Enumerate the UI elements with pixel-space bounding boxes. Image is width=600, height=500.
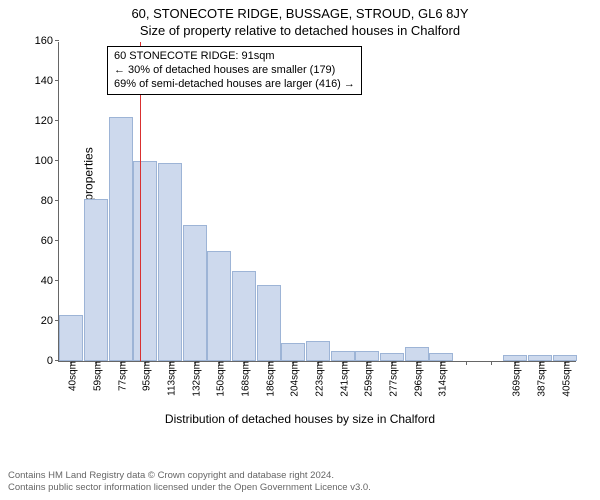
x-tick-label: 296sqm [409, 361, 424, 397]
x-tick-label: 77sqm [113, 361, 128, 391]
histogram-bar [306, 341, 330, 361]
histogram-bar [429, 353, 453, 361]
x-tick-label: 132sqm [187, 361, 202, 397]
histogram-bar [109, 117, 133, 361]
y-tick-mark [55, 80, 59, 81]
x-tick-label: 314sqm [434, 361, 449, 397]
histogram-bar [84, 199, 108, 361]
x-tick-label: 204sqm [286, 361, 301, 397]
histogram-bar [133, 161, 157, 361]
y-tick-label: 60 [41, 235, 59, 247]
y-tick-label: 120 [35, 115, 59, 127]
y-tick-mark [55, 240, 59, 241]
plot-area: 02040608010012014016040sqm59sqm77sqm95sq… [58, 42, 576, 362]
x-tick-label: 168sqm [237, 361, 252, 397]
histogram-bar [405, 347, 429, 361]
x-tick-label: 241sqm [335, 361, 350, 397]
chart-container: Number of detached properties 0204060801… [0, 40, 600, 420]
y-tick-label: 100 [35, 155, 59, 167]
annotation-line-1: 60 STONECOTE RIDGE: 91sqm [114, 50, 355, 64]
x-tick-label: 59sqm [89, 361, 104, 391]
page-title-sub: Size of property relative to detached ho… [0, 21, 600, 38]
y-tick-label: 160 [35, 35, 59, 47]
x-tick-mark [466, 361, 467, 365]
y-tick-label: 40 [41, 275, 59, 287]
x-tick-label: 277sqm [385, 361, 400, 397]
y-tick-mark [55, 200, 59, 201]
histogram-bar [207, 251, 231, 361]
histogram-bar [331, 351, 355, 361]
page-title-main: 60, STONECOTE RIDGE, BUSSAGE, STROUD, GL… [0, 0, 600, 21]
x-tick-label: 113sqm [163, 361, 178, 396]
histogram-bar [257, 285, 281, 361]
footer-line-1: Contains HM Land Registry data © Crown c… [8, 470, 371, 482]
y-tick-label: 0 [47, 355, 59, 367]
histogram-bar [158, 163, 182, 361]
x-tick-mark [491, 361, 492, 365]
y-tick-label: 20 [41, 315, 59, 327]
y-tick-label: 140 [35, 75, 59, 87]
histogram-bar [232, 271, 256, 361]
x-axis-label: Distribution of detached houses by size … [0, 412, 600, 426]
histogram-bar [59, 315, 83, 361]
annotation-line-2: ← 30% of detached houses are smaller (17… [114, 64, 355, 78]
x-tick-label: 369sqm [508, 361, 523, 397]
y-tick-mark [55, 160, 59, 161]
x-tick-label: 95sqm [138, 361, 153, 391]
x-tick-label: 223sqm [311, 361, 326, 397]
histogram-bar [281, 343, 305, 361]
x-tick-label: 387sqm [533, 361, 548, 397]
y-tick-label: 80 [41, 195, 59, 207]
footer-line-2: Contains public sector information licen… [8, 482, 371, 494]
x-tick-label: 150sqm [212, 361, 227, 397]
y-tick-mark [55, 120, 59, 121]
x-tick-label: 405sqm [557, 361, 572, 397]
x-tick-label: 186sqm [261, 361, 276, 397]
y-tick-mark [55, 280, 59, 281]
histogram-bar [355, 351, 379, 361]
histogram-bar [183, 225, 207, 361]
y-tick-mark [55, 40, 59, 41]
x-tick-label: 40sqm [64, 361, 79, 391]
annotation-line-3: 69% of semi-detached houses are larger (… [114, 78, 355, 92]
footer-attribution: Contains HM Land Registry data © Crown c… [8, 470, 371, 494]
x-tick-label: 259sqm [360, 361, 375, 397]
histogram-bar [380, 353, 404, 361]
annotation-box: 60 STONECOTE RIDGE: 91sqm← 30% of detach… [107, 46, 362, 95]
